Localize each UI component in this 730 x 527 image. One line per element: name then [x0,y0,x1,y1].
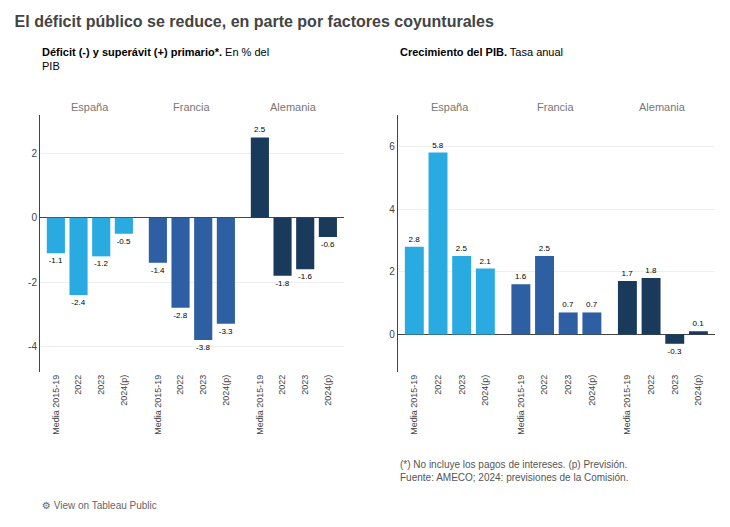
svg-text:Alemania: Alemania [639,101,686,113]
svg-text:-2: -2 [28,277,37,288]
svg-text:4: 4 [389,204,395,215]
svg-text:Media 2015-19: Media 2015-19 [51,375,61,435]
svg-text:0: 0 [31,212,37,223]
svg-text:0: 0 [389,329,395,340]
svg-text:Crecimiento del PIB. Tasa anua: Crecimiento del PIB. Tasa anual [400,46,563,58]
svg-text:2023: 2023 [670,375,680,395]
svg-text:-4: -4 [28,341,37,352]
svg-text:Media 2015-19: Media 2015-19 [409,375,419,435]
svg-text:0.1: 0.1 [693,319,705,328]
svg-text:-1.8: -1.8 [275,279,289,288]
svg-text:2024(p): 2024(p) [480,375,490,406]
svg-text:España: España [431,101,469,113]
svg-text:Francia: Francia [173,101,211,113]
svg-text:-3.3: -3.3 [219,327,233,336]
svg-text:2024(p): 2024(p) [323,375,333,406]
svg-text:2022: 2022 [646,375,656,395]
svg-text:-2.4: -2.4 [71,298,85,307]
svg-text:2022: 2022 [73,375,83,395]
svg-text:2023: 2023 [563,375,573,395]
svg-text:2023: 2023 [300,375,310,395]
svg-text:0.7: 0.7 [586,300,598,309]
svg-text:⚙ View on Tableau Public: ⚙ View on Tableau Public [42,500,157,511]
svg-text:2022: 2022 [175,375,185,395]
svg-text:-3.8: -3.8 [196,343,210,352]
svg-text:(*) No incluye los pagos de in: (*) No incluye los pagos de intereses. (… [400,459,628,483]
svg-text:1.6: 1.6 [515,272,527,281]
svg-text:-0.3: -0.3 [668,347,682,356]
svg-text:2: 2 [389,266,395,277]
svg-text:-1.1: -1.1 [49,256,63,265]
svg-text:1.8: 1.8 [645,266,657,275]
svg-text:Media 2015-19: Media 2015-19 [622,375,632,435]
svg-text:5.8: 5.8 [432,141,444,150]
svg-text:2023: 2023 [198,375,208,395]
svg-text:2.1: 2.1 [480,257,492,266]
svg-text:2022: 2022 [277,375,287,395]
svg-text:-1.2: -1.2 [94,259,108,268]
svg-text:-0.5: -0.5 [117,237,131,246]
svg-text:-1.6: -1.6 [298,272,312,281]
svg-text:El déficit público se reduce,: El déficit público se reduce, en parte p… [15,13,494,30]
svg-text:2.5: 2.5 [456,244,468,253]
svg-text:2024(p): 2024(p) [119,375,129,406]
svg-text:Media 2015-19: Media 2015-19 [153,375,163,435]
svg-text:1.7: 1.7 [622,269,634,278]
svg-text:Francia: Francia [537,101,575,113]
svg-text:2.5: 2.5 [539,244,551,253]
svg-text:2022: 2022 [433,375,443,395]
svg-text:España: España [71,101,109,113]
svg-text:-0.6: -0.6 [321,240,335,249]
svg-text:-2.8: -2.8 [173,311,187,320]
svg-text:2023: 2023 [457,375,467,395]
svg-text:Déficit (-) y superávit (+) pr: Déficit (-) y superávit (+) primario*. E… [42,46,269,72]
svg-text:2022: 2022 [539,375,549,395]
svg-text:2024(p): 2024(p) [587,375,597,406]
svg-text:2.5: 2.5 [254,125,266,134]
svg-text:Media 2015-19: Media 2015-19 [255,375,265,435]
svg-text:2024(p): 2024(p) [221,375,231,406]
svg-text:2023: 2023 [96,375,106,395]
svg-text:Alemania: Alemania [270,101,317,113]
svg-text:6: 6 [389,141,395,152]
svg-text:2.8: 2.8 [408,235,420,244]
svg-text:2: 2 [31,148,37,159]
svg-text:2024(p): 2024(p) [693,375,703,406]
svg-text:Media 2015-19: Media 2015-19 [516,375,526,435]
svg-text:0.7: 0.7 [562,300,574,309]
svg-text:-1.4: -1.4 [151,266,165,275]
